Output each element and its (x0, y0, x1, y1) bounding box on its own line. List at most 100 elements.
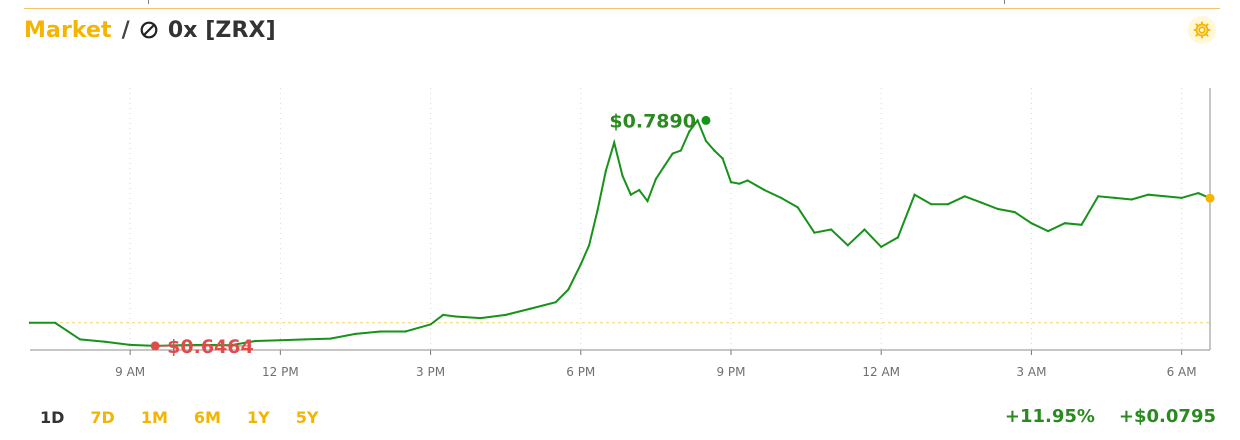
settings-button[interactable] (1188, 16, 1216, 44)
data-point-31 (637, 188, 641, 192)
price-line (29, 118, 1212, 347)
data-point-67 (1113, 196, 1117, 200)
time-range-selector: 1D 7D 1M 6M 1Y 5Y (40, 408, 318, 427)
data-point-72 (1197, 191, 1200, 195)
data-point-39 (704, 139, 708, 143)
data-point-54 (896, 236, 900, 239)
x-tick-label: 12 PM (262, 365, 299, 379)
high-price-label: $0.7890 (609, 110, 696, 132)
x-tick-label: 9 AM (115, 365, 145, 379)
data-point-20 (504, 313, 507, 317)
data-point-32 (646, 199, 649, 203)
data-point-16 (429, 323, 432, 326)
x-tick-label: 6 AM (1167, 365, 1197, 379)
x-tick-label: 12 AM (862, 365, 900, 379)
data-point-56 (929, 202, 933, 206)
data-point-65 (1080, 223, 1083, 227)
data-point-34 (662, 164, 666, 168)
data-point-3 (103, 340, 107, 344)
data-point-21 (529, 307, 533, 310)
data-point-38 (696, 119, 699, 122)
data-point-14 (379, 330, 382, 333)
data-point-30 (629, 193, 633, 197)
data-point-59 (980, 201, 983, 204)
data-point-19 (479, 316, 482, 320)
data-point-37 (687, 130, 691, 133)
change-value: +$0.0795 (1118, 406, 1216, 427)
range-1m[interactable]: 1M (140, 408, 168, 427)
breadcrumb-separator: / (121, 17, 130, 43)
data-point-18 (454, 315, 457, 318)
range-6m[interactable]: 6M (193, 408, 221, 427)
gear-icon (1193, 21, 1211, 39)
data-point-51 (846, 244, 850, 247)
data-point-24 (579, 263, 583, 266)
data-point-44 (746, 179, 749, 182)
data-point-10 (279, 338, 282, 342)
data-point-71 (1180, 196, 1183, 200)
data-point-0 (28, 321, 32, 325)
data-point-49 (813, 231, 816, 234)
data-point-23 (566, 288, 570, 291)
x-tick-label: 9 PM (716, 365, 745, 379)
data-point-26 (596, 209, 599, 212)
data-point-29 (621, 174, 624, 178)
data-point-42 (729, 180, 733, 184)
data-point-64 (1063, 221, 1067, 225)
data-point-53 (879, 245, 883, 249)
data-point-70 (1163, 195, 1167, 198)
data-point-48 (796, 206, 800, 209)
high-marker (701, 115, 711, 125)
data-point-2 (78, 338, 82, 341)
data-point-55 (913, 193, 916, 197)
data-point-33 (654, 177, 658, 181)
data-point-66 (1096, 195, 1100, 198)
range-1d[interactable]: 1D (40, 408, 65, 427)
data-point-25 (587, 244, 591, 247)
data-point-15 (404, 330, 407, 333)
top-tick-mark (1004, 0, 1005, 4)
x-tick-label: 6 PM (566, 365, 595, 379)
data-point-13 (354, 332, 357, 336)
breadcrumb-token: 0x [ZRX] (167, 17, 276, 43)
range-5y[interactable]: 5Y (295, 408, 319, 427)
data-point-22 (554, 300, 558, 304)
breadcrumb: Market / 0x [ZRX] (24, 16, 276, 44)
price-change-summary: +11.95% +$0.0795 (1005, 406, 1216, 427)
x-tick-label: 3 AM (1016, 365, 1046, 379)
range-7d[interactable]: 7D (90, 408, 115, 427)
low-price-label: $0.6464 (167, 336, 254, 358)
data-point-12 (329, 337, 332, 340)
zrx-logo-icon (140, 21, 158, 39)
top-tick-mark (148, 0, 149, 4)
data-point-63 (1046, 229, 1050, 233)
change-percent: +11.95% (1004, 406, 1095, 427)
data-point-35 (671, 152, 674, 155)
x-tick-label: 3 PM (416, 365, 445, 379)
data-point-57 (946, 202, 950, 206)
breadcrumb-market[interactable]: Market (24, 17, 112, 43)
data-point-45 (754, 183, 758, 187)
data-point-58 (963, 195, 966, 198)
range-1y[interactable]: 1Y (246, 408, 270, 427)
data-point-1 (53, 321, 57, 325)
data-point-4 (128, 343, 132, 347)
data-point-47 (779, 196, 783, 200)
data-point-50 (829, 228, 833, 231)
data-point-60 (996, 207, 1000, 211)
data-point-69 (1146, 193, 1150, 197)
data-point-62 (1030, 221, 1033, 225)
data-point-36 (679, 149, 683, 152)
current-price-marker (1205, 193, 1215, 203)
data-point-27 (604, 169, 608, 173)
data-point-41 (721, 157, 724, 160)
data-point-68 (1130, 198, 1133, 201)
data-point-46 (763, 188, 766, 192)
data-point-11 (304, 338, 307, 341)
top-rule (24, 8, 1220, 9)
low-marker (150, 341, 160, 351)
data-point-28 (612, 141, 616, 144)
data-point-9 (254, 339, 257, 343)
data-point-40 (712, 149, 716, 152)
